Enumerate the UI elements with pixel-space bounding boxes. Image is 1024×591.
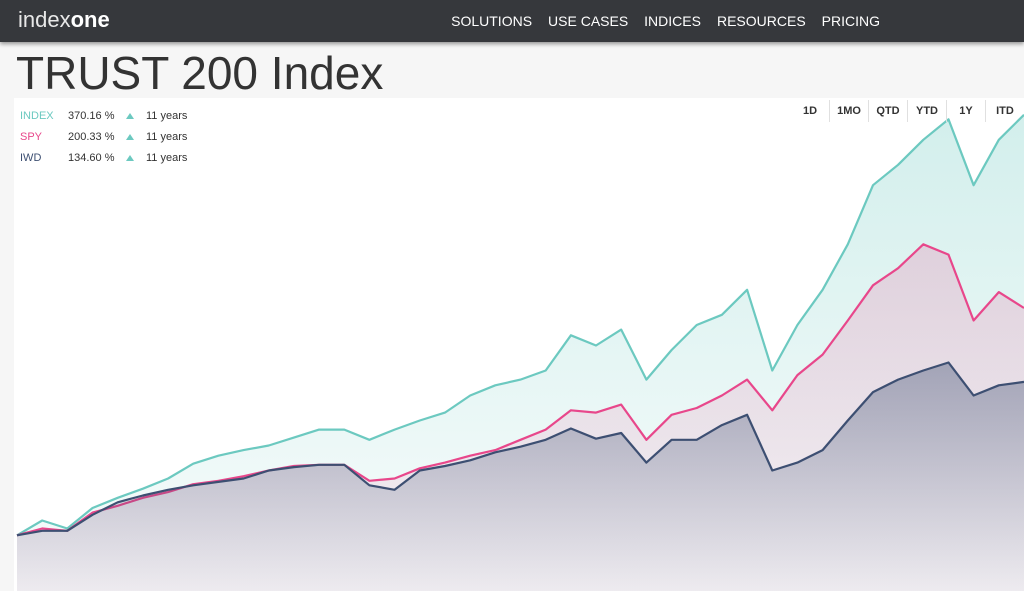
header: indexone SOLUTIONS USE CASES INDICES RESOUR…: [0, 0, 1024, 42]
legend-change: 134.60 %: [68, 151, 115, 164]
legend: INDEX 370.16 % 11 years SPY 200.33 % 11 years…: [20, 105, 187, 168]
nav-item[interactable]: USE CASES: [548, 13, 629, 29]
legend-name: IWD: [20, 151, 42, 164]
nav-item[interactable]: SOLUTIONS: [451, 13, 533, 29]
series-line: [16, 114, 1024, 537]
up-arrow: [126, 154, 134, 161]
legend-name: SPY: [20, 130, 43, 143]
range-selector: 1D 1MO QTD YTD 1Y ITD: [791, 100, 1024, 122]
legend-change: 370.16 %: [68, 109, 115, 122]
legend-entry: SPY 200.33 % 11 years: [20, 126, 187, 147]
up-arrow: [126, 112, 134, 119]
legend-name: INDEX: [20, 109, 54, 122]
range-button[interactable]: YTD: [907, 100, 946, 122]
logo-part: one: [70, 7, 110, 32]
legend-period: 11 years: [146, 130, 188, 143]
logo-part: index: [18, 7, 71, 32]
up-arrow: [126, 133, 134, 140]
nav-item[interactable]: INDICES: [644, 13, 701, 29]
range-button[interactable]: 1D: [802, 105, 818, 117]
legend-period: 11 years: [146, 151, 188, 164]
series-line: [16, 361, 1024, 537]
range-button[interactable]: QTD: [868, 100, 907, 122]
legend-change: 200.33 %: [68, 130, 115, 143]
page-title: TRUST 200 Index: [16, 47, 384, 99]
legend-entry: INDEX 370.16 % 11 years: [20, 105, 187, 126]
range-button[interactable]: 1Y: [946, 100, 985, 122]
nav: SOLUTIONS USE CASES INDICES RESOURCES PRICIN…: [451, 13, 880, 29]
legend-period: 11 years: [146, 109, 188, 122]
nav-item[interactable]: RESOURCES: [716, 13, 806, 29]
nav-item[interactable]: PRICING: [821, 13, 880, 29]
legend-entry: IWD 134.60 % 11 years: [20, 147, 187, 168]
area-fill: [17, 362, 1024, 591]
logo[interactable]: indexone: [18, 7, 110, 33]
range-button[interactable]: 1MO: [829, 100, 868, 122]
range-button[interactable]: ITD: [985, 100, 1024, 122]
